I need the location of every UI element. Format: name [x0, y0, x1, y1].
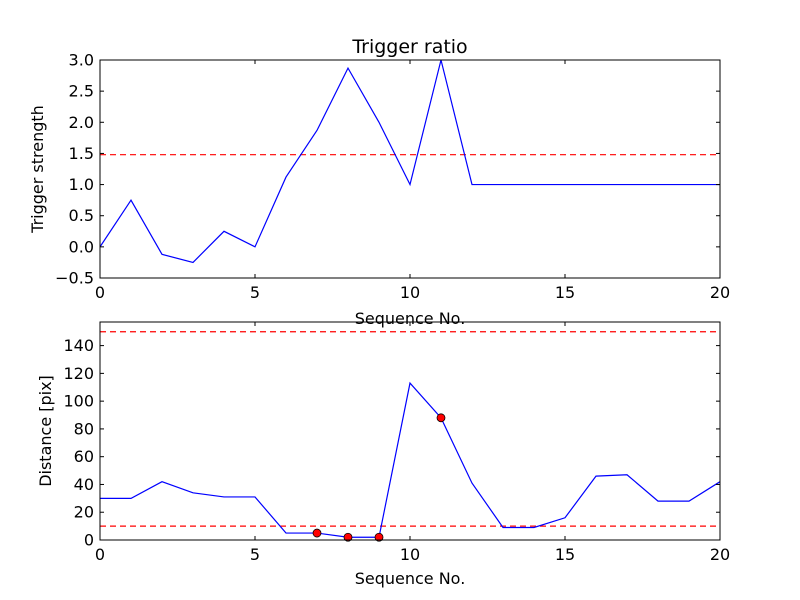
y-tick-label: 1.5 — [69, 144, 94, 163]
y-tick-label: 80 — [74, 419, 94, 438]
y-tick-label: 100 — [63, 392, 94, 411]
x-tick-label: 20 — [710, 283, 730, 302]
data-point-marker — [374, 532, 384, 542]
y-tick-label: 3.0 — [69, 51, 94, 70]
x-tick-label: 10 — [400, 545, 420, 564]
x-tick-label: 0 — [95, 545, 105, 564]
x-tick-label: 10 — [400, 283, 420, 302]
y-tick-label: −0.5 — [55, 269, 94, 288]
y-tick-label: 0.0 — [69, 237, 94, 256]
y-axis-label: Trigger strength — [28, 105, 47, 234]
y-tick-label: 120 — [63, 364, 94, 383]
plot-frame — [99, 59, 721, 279]
series-line — [99, 59, 720, 264]
x-tick-label: 5 — [250, 283, 260, 302]
data-point-marker — [343, 532, 353, 542]
x-axis-label: Sequence No. — [355, 569, 466, 588]
x-tick-label: 20 — [710, 545, 730, 564]
y-tick-label: 140 — [63, 336, 94, 355]
x-axis-label: Sequence No. — [355, 309, 466, 328]
data-point-marker — [436, 413, 446, 423]
x-tick-label: 0 — [95, 283, 105, 302]
plot-frame — [99, 321, 721, 541]
chart-title: Trigger ratio — [351, 36, 467, 58]
x-tick-label: 15 — [555, 283, 575, 302]
y-tick-label: 1.0 — [69, 175, 94, 194]
series-line — [100, 381, 721, 538]
trigger-ratio-subplot: Trigger ratio 0 5 10 15 20 −0.5 0.0 0.5 1.0 1.5 2.… — [28, 36, 730, 328]
x-tick-label: 5 — [250, 545, 260, 564]
y-tick-label: 2.5 — [69, 82, 94, 101]
x-tick-label: 15 — [555, 545, 575, 564]
y-tick-label: 2.0 — [69, 113, 94, 132]
data-point-marker — [312, 528, 322, 538]
y-tick-label: 0 — [84, 531, 94, 550]
y-tick-label: 20 — [74, 503, 94, 522]
y-axis-label: Distance [pix] — [36, 375, 55, 487]
y-tick-label: 0.5 — [69, 206, 94, 225]
y-tick-label: 60 — [74, 447, 94, 466]
y-tick-label: 40 — [74, 475, 94, 494]
